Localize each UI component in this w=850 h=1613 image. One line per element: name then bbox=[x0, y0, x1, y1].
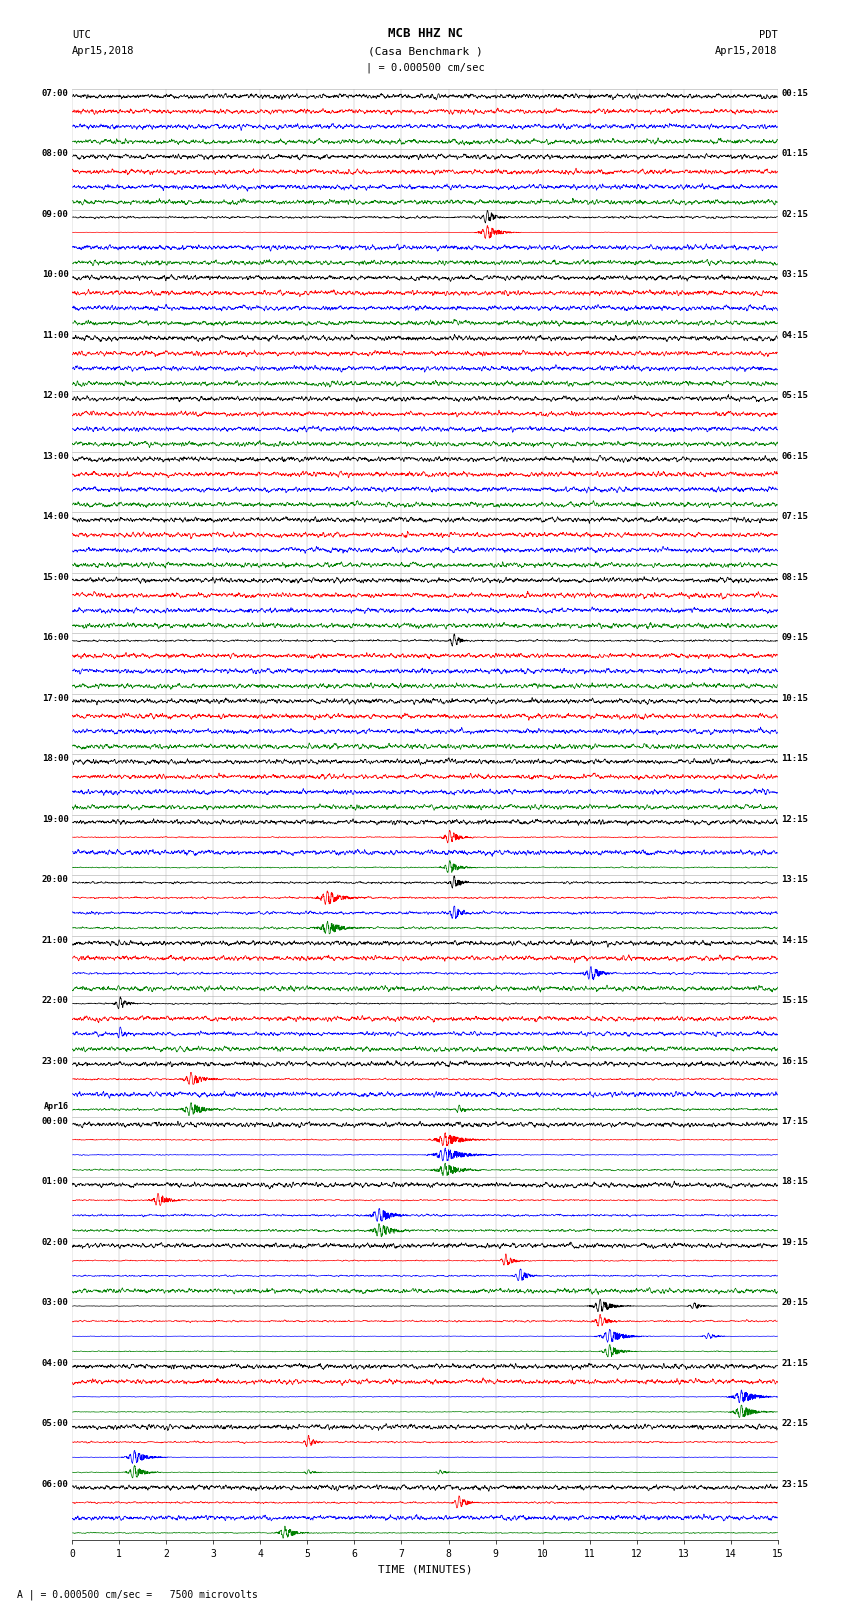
Text: 18:00: 18:00 bbox=[42, 755, 69, 763]
Text: PDT: PDT bbox=[759, 31, 778, 40]
Text: 19:15: 19:15 bbox=[781, 1239, 808, 1247]
Text: 02:00: 02:00 bbox=[42, 1239, 69, 1247]
Text: Apr16: Apr16 bbox=[43, 1102, 69, 1111]
Text: 01:15: 01:15 bbox=[781, 150, 808, 158]
Text: A | = 0.000500 cm/sec =   7500 microvolts: A | = 0.000500 cm/sec = 7500 microvolts bbox=[17, 1589, 258, 1600]
Text: 19:00: 19:00 bbox=[42, 815, 69, 824]
Text: 11:00: 11:00 bbox=[42, 331, 69, 340]
Text: 07:00: 07:00 bbox=[42, 89, 69, 98]
Text: 04:00: 04:00 bbox=[42, 1358, 69, 1368]
X-axis label: TIME (MINUTES): TIME (MINUTES) bbox=[377, 1565, 473, 1574]
Text: 10:00: 10:00 bbox=[42, 271, 69, 279]
Text: 13:15: 13:15 bbox=[781, 876, 808, 884]
Text: 05:00: 05:00 bbox=[42, 1419, 69, 1429]
Text: 23:00: 23:00 bbox=[42, 1057, 69, 1066]
Text: 15:00: 15:00 bbox=[42, 573, 69, 582]
Text: 00:15: 00:15 bbox=[781, 89, 808, 98]
Text: 03:00: 03:00 bbox=[42, 1298, 69, 1308]
Text: 10:15: 10:15 bbox=[781, 694, 808, 703]
Text: 05:15: 05:15 bbox=[781, 392, 808, 400]
Text: 09:15: 09:15 bbox=[781, 634, 808, 642]
Text: 00:00: 00:00 bbox=[42, 1118, 69, 1126]
Text: 14:00: 14:00 bbox=[42, 513, 69, 521]
Text: 18:15: 18:15 bbox=[781, 1177, 808, 1187]
Text: 20:00: 20:00 bbox=[42, 876, 69, 884]
Text: 20:15: 20:15 bbox=[781, 1298, 808, 1308]
Text: 03:15: 03:15 bbox=[781, 271, 808, 279]
Text: 14:15: 14:15 bbox=[781, 936, 808, 945]
Text: 06:15: 06:15 bbox=[781, 452, 808, 461]
Text: 02:15: 02:15 bbox=[781, 210, 808, 219]
Text: 16:00: 16:00 bbox=[42, 634, 69, 642]
Text: 04:15: 04:15 bbox=[781, 331, 808, 340]
Text: 23:15: 23:15 bbox=[781, 1481, 808, 1489]
Text: 06:00: 06:00 bbox=[42, 1481, 69, 1489]
Text: 01:00: 01:00 bbox=[42, 1177, 69, 1187]
Text: 21:00: 21:00 bbox=[42, 936, 69, 945]
Text: 21:15: 21:15 bbox=[781, 1358, 808, 1368]
Text: 09:00: 09:00 bbox=[42, 210, 69, 219]
Text: 12:15: 12:15 bbox=[781, 815, 808, 824]
Text: 16:15: 16:15 bbox=[781, 1057, 808, 1066]
Text: Apr15,2018: Apr15,2018 bbox=[715, 47, 778, 56]
Text: 17:00: 17:00 bbox=[42, 694, 69, 703]
Text: | = 0.000500 cm/sec: | = 0.000500 cm/sec bbox=[366, 61, 484, 73]
Text: UTC: UTC bbox=[72, 31, 91, 40]
Text: Apr15,2018: Apr15,2018 bbox=[72, 47, 135, 56]
Text: 22:00: 22:00 bbox=[42, 997, 69, 1005]
Text: 12:00: 12:00 bbox=[42, 392, 69, 400]
Text: 11:15: 11:15 bbox=[781, 755, 808, 763]
Text: 08:15: 08:15 bbox=[781, 573, 808, 582]
Text: 17:15: 17:15 bbox=[781, 1118, 808, 1126]
Text: (Casa Benchmark ): (Casa Benchmark ) bbox=[367, 47, 483, 56]
Text: 13:00: 13:00 bbox=[42, 452, 69, 461]
Text: 22:15: 22:15 bbox=[781, 1419, 808, 1429]
Text: 07:15: 07:15 bbox=[781, 513, 808, 521]
Text: 15:15: 15:15 bbox=[781, 997, 808, 1005]
Text: MCB HHZ NC: MCB HHZ NC bbox=[388, 27, 462, 40]
Text: 08:00: 08:00 bbox=[42, 150, 69, 158]
